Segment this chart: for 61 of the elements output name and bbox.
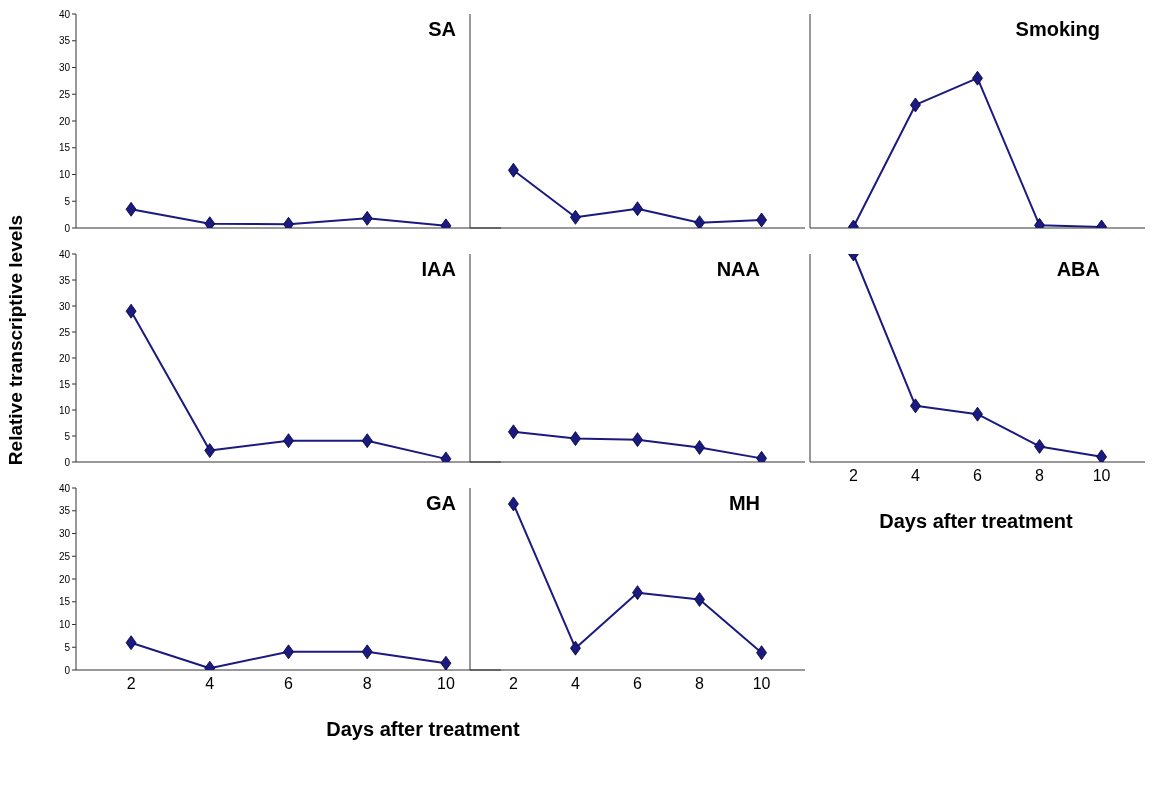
- y-tick-label: 40: [58, 248, 71, 260]
- point: [570, 431, 581, 446]
- x-axis-title: Days after treatment: [325, 718, 521, 741]
- point: [694, 215, 705, 228]
- x-tick-label: 10: [437, 675, 455, 693]
- y-tick-label: 25: [58, 88, 71, 100]
- y-tick-label: 35: [58, 274, 71, 286]
- x-tick-label: 10: [752, 675, 771, 693]
- point: [361, 433, 373, 449]
- y-tick-label: 40: [58, 8, 71, 20]
- y-tick-label: 0: [64, 456, 71, 468]
- x-tick-label: 2: [848, 467, 858, 485]
- y-tick-label: 0: [64, 222, 71, 234]
- chart-title: NAA: [716, 258, 760, 281]
- x-tick-label: 8: [362, 675, 372, 693]
- y-tick-label: 5: [64, 430, 71, 442]
- x-tick-label: 4: [571, 675, 581, 693]
- y-tick-label: 10: [58, 619, 71, 631]
- y-tick-label: 0: [64, 664, 71, 676]
- y-tick-label: 15: [58, 142, 71, 154]
- chart-title: SA: [428, 18, 456, 41]
- x-tick-label: 10: [1092, 467, 1111, 485]
- point: [125, 303, 137, 319]
- point: [204, 443, 216, 458]
- y-tick-label: 5: [64, 641, 71, 653]
- y-tick-label: 25: [58, 326, 71, 338]
- y-tick-label: 30: [58, 300, 71, 312]
- chart-title: GA: [426, 492, 456, 515]
- y-tick-label: 35: [58, 35, 71, 47]
- y-tick-label: 15: [58, 596, 71, 608]
- point: [1096, 449, 1107, 462]
- x-tick-label: 6: [633, 675, 643, 693]
- x-tick-label: 8: [1035, 467, 1045, 485]
- chart-title: Smoking: [1015, 18, 1100, 41]
- y-tick-label: 25: [58, 550, 71, 562]
- x-tick-label: 8: [695, 675, 705, 693]
- point: [694, 440, 705, 455]
- y-tick-label: 5: [64, 195, 71, 207]
- y-tick-label: 15: [58, 378, 71, 390]
- y-tick-label: 30: [58, 528, 71, 540]
- y-axis-title: Relative transcriptive levels: [5, 214, 27, 466]
- x-axis-title: Days after treatment: [878, 510, 1074, 533]
- x-tick-label: 4: [911, 467, 921, 485]
- chart-title: MH: [728, 492, 760, 515]
- point: [694, 592, 705, 607]
- chart-title: IAA: [421, 258, 456, 281]
- x-tick-label: 2: [508, 675, 518, 693]
- y-tick-label: 20: [58, 573, 71, 585]
- x-tick-label: 6: [284, 675, 294, 693]
- y-tick-label: 35: [58, 505, 71, 517]
- x-tick-label: 4: [205, 675, 215, 693]
- chart-title: ABA: [1056, 258, 1100, 281]
- y-tick-label: 20: [58, 352, 71, 364]
- y-tick-label: 30: [58, 62, 71, 74]
- y-tick-label: 40: [58, 482, 71, 494]
- y-tick-label: 10: [58, 404, 71, 416]
- y-tick-label: 20: [58, 115, 71, 127]
- point: [1034, 439, 1045, 454]
- x-tick-label: 2: [126, 675, 136, 693]
- y-tick-label: 10: [58, 169, 71, 181]
- x-tick-label: 6: [973, 467, 983, 485]
